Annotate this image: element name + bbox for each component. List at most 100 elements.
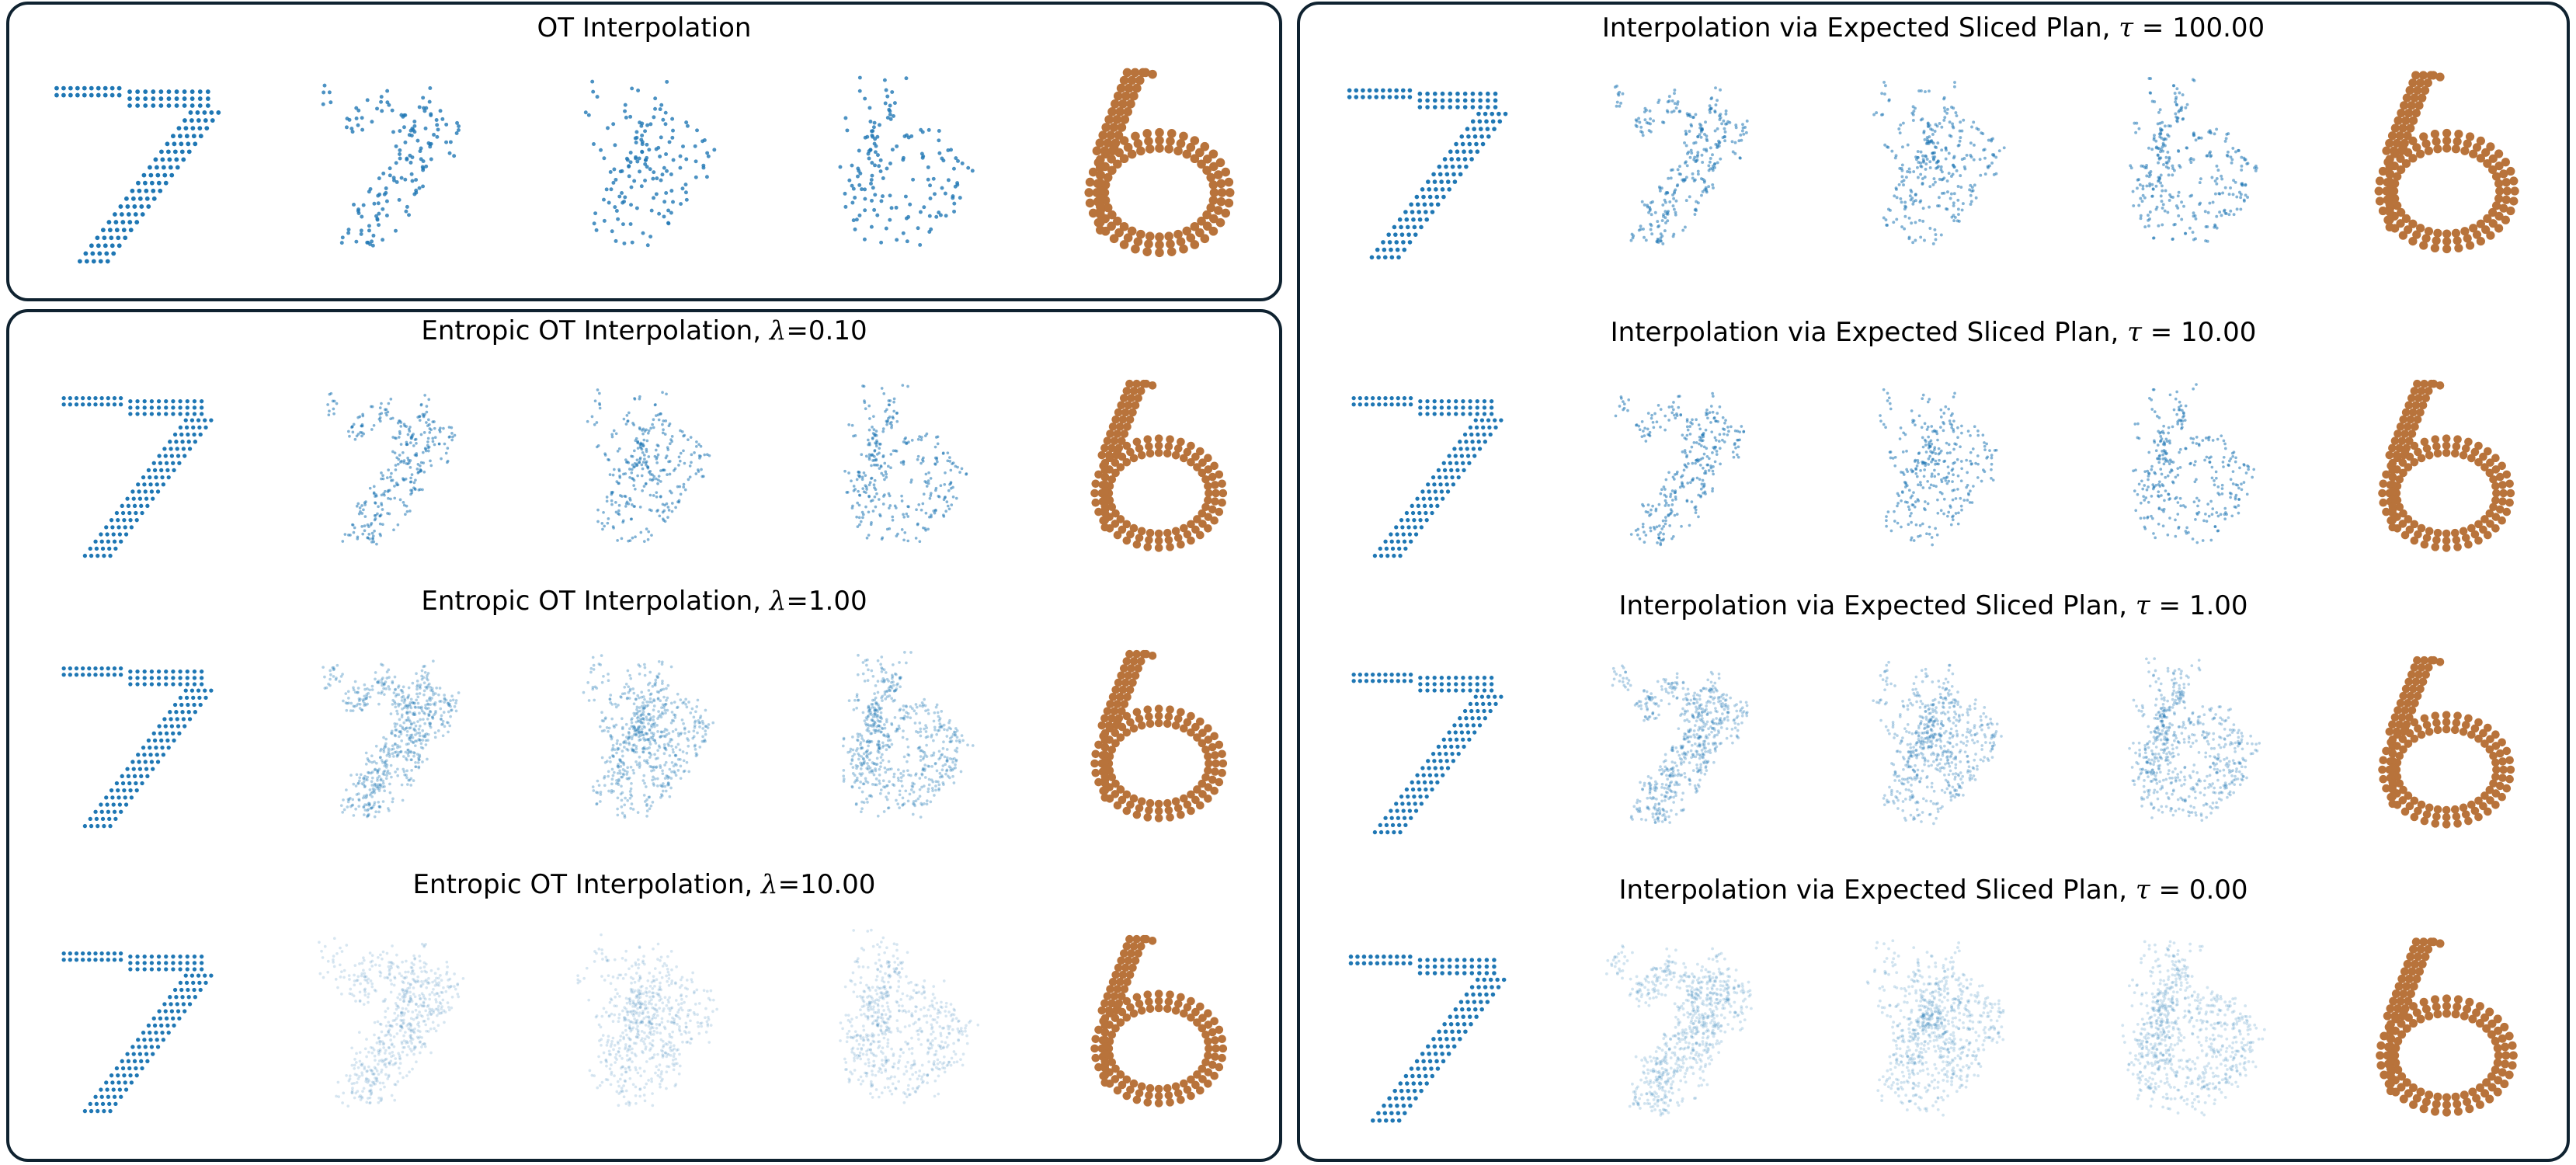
digit-point [349,1082,353,1086]
digit-point [676,734,680,738]
digit-point [398,998,402,1001]
digit-point [607,200,611,205]
digit-point [700,165,705,170]
digit-point [353,1058,356,1061]
digit-point [367,533,370,536]
digit-point [1154,536,1163,545]
digit-point [860,516,864,520]
digit-point [642,662,646,666]
digit-point [413,744,417,747]
digit-point [354,784,357,788]
digit-point [605,726,608,729]
digit-point [375,193,380,198]
digit-point [1110,436,1118,445]
digit-point [127,510,131,516]
digit-point [369,979,372,982]
digit-point [680,186,684,191]
digit-point [135,482,140,487]
digit-point [680,701,684,705]
digit-point [374,785,378,788]
digit-point [1208,214,1218,224]
digit-point [74,673,78,677]
digit-point [100,546,105,551]
digit-point [405,711,408,715]
digit-point [154,165,159,170]
digit-point [176,126,181,131]
digit-point [173,710,179,715]
digit-point [433,443,436,447]
digit-point [876,814,880,818]
digit-point [391,747,395,751]
digit-point [699,444,702,448]
digit-point [433,731,436,735]
digit-point [397,148,402,152]
digit-point [103,92,108,98]
digit-point [423,943,427,946]
digit-point [641,733,644,736]
digit-point [426,717,429,721]
digit-point [199,669,203,674]
digit-point [409,972,413,975]
digit-point [871,459,874,462]
digit-point [876,729,880,733]
digit-point [405,991,408,995]
digit-point [367,1079,370,1083]
digit-point [621,768,624,771]
digit-point [888,685,892,689]
digit-point [947,726,951,729]
digit-point [1195,530,1205,540]
digit-point [412,728,415,732]
digit-point [420,1014,424,1018]
digit-point [645,450,648,454]
digit-point [165,149,171,155]
digit-point [1129,387,1138,395]
digit-point [610,777,614,781]
digit-point [197,103,203,108]
digit-point [624,156,629,161]
digit-point [864,750,868,753]
digit-point [185,682,189,687]
digit-point [675,706,679,710]
digit-point [144,1059,150,1063]
digit-point [683,697,687,701]
digit-point [847,699,850,702]
digit-point [690,453,693,457]
digit-point [881,392,885,395]
digit-point [404,157,408,162]
digit-point [361,805,365,809]
digit-point [654,147,659,151]
digit-point [192,669,196,674]
digit-point [664,702,667,706]
digit-point [378,1081,381,1085]
digit-point [112,958,116,962]
digit-point [575,978,579,982]
digit-point [396,1006,400,1009]
digit-point [408,441,412,444]
digit-point [380,493,383,497]
digit-point [662,503,666,507]
digit-point [890,676,894,680]
digit-point [415,1016,419,1019]
digit-point [879,666,883,669]
digit-point [917,435,921,438]
digit-point [882,461,886,465]
digit-point [398,730,402,734]
digit-point [449,708,453,712]
digit-point [857,757,860,761]
digit-point [395,774,399,777]
digit-point [82,92,87,98]
digit-point [380,1059,383,1062]
digit-point [156,967,161,972]
digit-point [1100,772,1109,781]
digit-point [1213,206,1223,215]
digit-point [388,489,391,492]
digit-point [416,1021,420,1024]
digit-point [121,518,127,523]
digit-point [370,770,374,774]
digit-point [189,89,195,94]
digit-point [582,690,585,694]
digit-point [1114,107,1125,116]
digit-point [383,744,387,747]
digit-point [1132,83,1142,93]
digit-point [415,720,419,723]
